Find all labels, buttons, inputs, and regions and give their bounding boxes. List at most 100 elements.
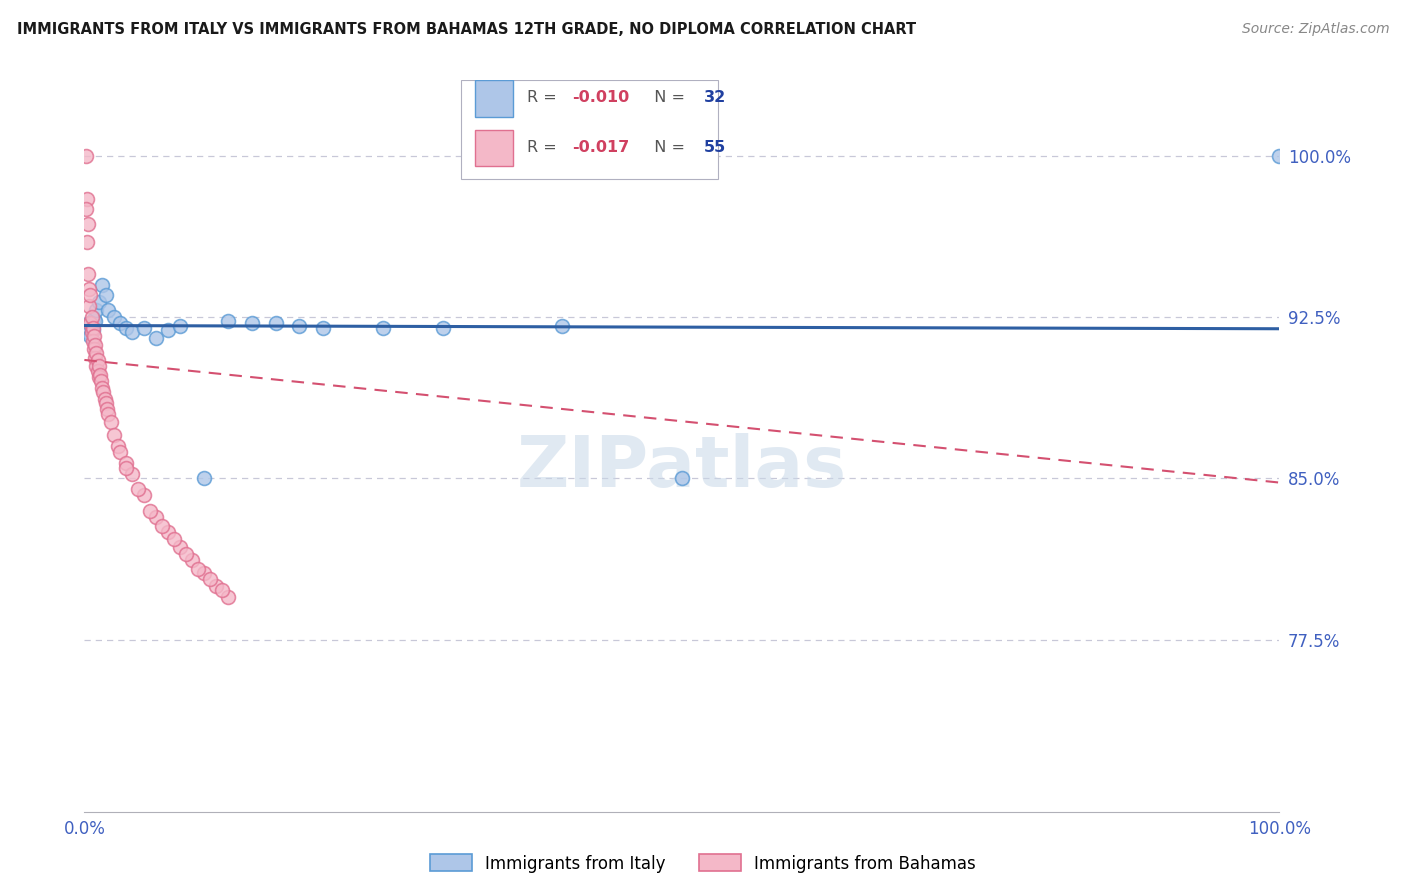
Point (97, 407, 120, 421)
Text: 32: 32 (703, 90, 725, 105)
Point (84, 351, 107, 365)
Point (264, 317, 287, 331)
Text: R =: R = (527, 90, 561, 105)
Text: N =: N = (644, 139, 690, 154)
Point (107, 439, 129, 453)
Point (80, 310, 103, 324)
Point (90, 375, 112, 389)
Point (80, 325, 103, 339)
Text: Source: ZipAtlas.com: Source: ZipAtlas.com (1241, 22, 1389, 37)
Point (83, 312, 105, 326)
Point (121, 325, 143, 339)
Text: 55: 55 (703, 139, 725, 154)
Text: ZIPatlas: ZIPatlas (517, 434, 846, 502)
Point (187, 561, 209, 575)
Point (551, 318, 574, 333)
Point (174, 547, 197, 561)
Text: N =: N = (644, 90, 690, 105)
Point (205, 579, 228, 593)
Point (93, 392, 115, 406)
Point (87, 294, 110, 309)
Point (139, 503, 162, 517)
Point (91, 381, 114, 395)
Text: IMMIGRANTS FROM ITALY VS IMMIGRANTS FROM BAHAMAS 12TH GRADE, NO DIPLOMA CORRELAT: IMMIGRANTS FROM ITALY VS IMMIGRANTS FROM… (17, 22, 915, 37)
Point (157, 323, 180, 337)
Text: -0.010: -0.010 (572, 90, 630, 105)
Point (75, 202, 97, 217)
Point (132, 320, 156, 334)
Point (94, 288, 117, 302)
Point (77, 325, 100, 339)
Point (82, 323, 104, 337)
Point (671, 471, 693, 485)
Point (198, 573, 221, 587)
Point (211, 583, 233, 598)
Text: -0.017: -0.017 (572, 139, 630, 154)
Point (240, 317, 263, 331)
Point (86, 346, 108, 360)
Point (91, 277, 114, 292)
Point (86, 303, 108, 318)
Point (193, 471, 215, 485)
Point (150, 518, 173, 533)
Point (79, 288, 101, 302)
Point (103, 428, 125, 442)
Point (217, 314, 239, 328)
Point (288, 318, 311, 333)
Point (115, 320, 138, 334)
Point (110, 445, 132, 459)
Point (82, 334, 104, 348)
Point (1268, 148, 1291, 162)
Point (87, 359, 110, 374)
Point (83, 342, 105, 356)
Point (76, 192, 98, 206)
Point (94, 396, 117, 410)
Point (100, 415, 122, 429)
FancyBboxPatch shape (475, 129, 513, 166)
Point (84, 314, 107, 328)
Point (132, 488, 156, 502)
Point (75, 148, 97, 162)
Point (181, 553, 204, 567)
Point (76, 235, 98, 249)
Point (163, 532, 186, 546)
Point (93, 385, 115, 400)
Point (82, 320, 104, 334)
Point (87, 370, 110, 384)
Point (145, 331, 167, 345)
Point (86, 364, 108, 378)
FancyBboxPatch shape (475, 80, 513, 117)
Point (89, 368, 111, 382)
Point (312, 320, 335, 334)
Point (115, 460, 138, 475)
Point (157, 524, 180, 539)
Point (77, 267, 100, 281)
Point (432, 320, 454, 334)
Point (86, 359, 108, 374)
Text: R =: R = (527, 139, 561, 154)
Point (169, 318, 191, 333)
Point (84, 338, 107, 352)
Point (77, 282, 100, 296)
Point (217, 590, 239, 604)
Point (115, 456, 138, 470)
Point (77, 299, 100, 313)
Legend: Immigrants from Italy, Immigrants from Bahamas: Immigrants from Italy, Immigrants from B… (423, 847, 983, 880)
Point (76, 318, 98, 333)
Point (145, 510, 167, 524)
Point (80, 320, 103, 334)
Point (110, 317, 132, 331)
Point (193, 566, 215, 580)
Point (127, 482, 149, 496)
Point (77, 317, 100, 331)
Point (103, 310, 125, 324)
Point (169, 540, 191, 554)
Point (77, 218, 100, 232)
Point (83, 329, 105, 343)
Point (97, 303, 120, 318)
Point (96, 402, 118, 417)
Point (373, 320, 395, 334)
Point (121, 467, 143, 481)
Point (86, 353, 108, 368)
Point (79, 317, 101, 331)
